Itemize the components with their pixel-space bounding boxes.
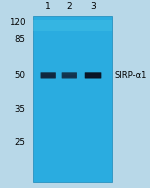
FancyBboxPatch shape (63, 75, 76, 77)
Text: 2: 2 (66, 2, 72, 11)
FancyBboxPatch shape (85, 72, 101, 79)
FancyBboxPatch shape (40, 72, 56, 79)
Text: 120: 120 (9, 18, 26, 27)
Text: 85: 85 (15, 35, 26, 43)
Text: 1: 1 (45, 2, 51, 11)
Bar (33, 20, 112, 31)
FancyBboxPatch shape (62, 72, 77, 79)
FancyBboxPatch shape (41, 75, 55, 77)
Text: 50: 50 (15, 71, 26, 80)
FancyBboxPatch shape (86, 75, 100, 77)
Bar (33, 16, 112, 182)
Text: 35: 35 (15, 105, 26, 114)
Text: 3: 3 (90, 2, 96, 11)
Text: 25: 25 (15, 138, 26, 147)
Text: SIRP-α1: SIRP-α1 (115, 71, 147, 80)
